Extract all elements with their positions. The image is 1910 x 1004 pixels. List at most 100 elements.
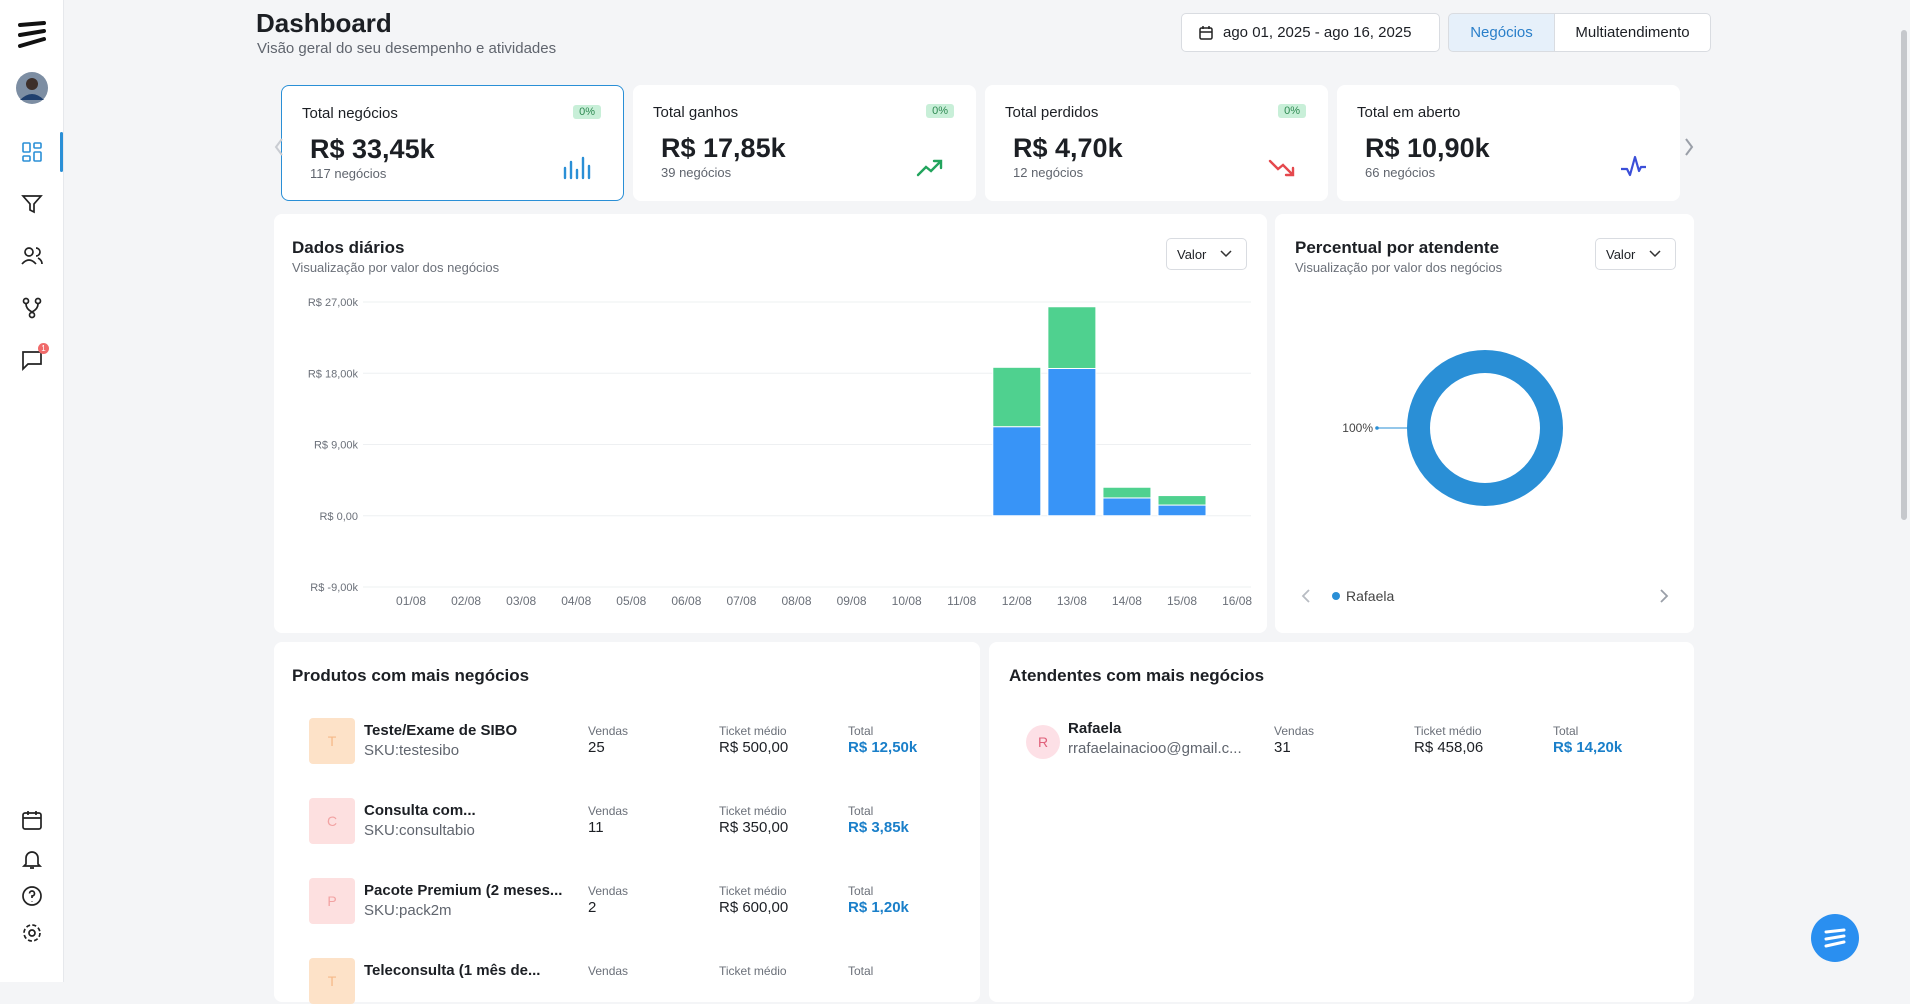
product-icon: T <box>309 718 355 764</box>
bar-segment <box>1157 495 1207 506</box>
ticket-label: Ticket médio <box>719 964 787 978</box>
chevron <box>1220 250 1232 258</box>
kpi-value: R$ 4,70k <box>1013 133 1123 163</box>
kpi-prev[interactable] <box>272 136 286 158</box>
bar-segment <box>1102 486 1152 499</box>
kpi-sub: 12 negócios <box>1013 165 1084 180</box>
sales-value: 11 <box>588 819 604 836</box>
attendants-panel: Atendentes com mais negócios R Rafaela rra… <box>989 642 1694 1002</box>
scrollbar <box>1901 30 1907 520</box>
sales-label: Vendas <box>588 884 629 898</box>
product-name: Pacote Premium (2 meses... <box>364 882 563 899</box>
tab-negocios[interactable]: Negócios <box>1448 13 1555 52</box>
kpi-card[interactable]: Total negócios 0% R$ 33,45k 117 negócios <box>281 85 624 201</box>
value-label: 100% <box>1342 421 1373 435</box>
kpi-label: Total negócios <box>302 105 398 122</box>
kpi-badge: 0% <box>926 104 954 118</box>
x-tick-label: 15/08 <box>1167 594 1197 608</box>
kpi-card[interactable]: Total ganhos 0% R$ 17,85k 39 negócios <box>633 85 976 201</box>
bar-segment <box>992 426 1042 517</box>
legend-prev[interactable] <box>1301 589 1310 603</box>
share-select-value: Valor <box>1606 246 1636 262</box>
daily-select-value: Valor <box>1177 246 1207 262</box>
y-tick-label: R$ 0,00 <box>319 511 358 523</box>
y-tick-label: R$ 9,00k <box>314 440 359 452</box>
y-tick-label: R$ 27,00k <box>308 297 359 309</box>
total-value: R$ 12,50k <box>848 739 918 756</box>
nav-contacts[interactable] <box>20 244 44 268</box>
nav-flows[interactable] <box>20 296 44 320</box>
kpi-sub: 39 negócios <box>661 165 732 180</box>
ticket-value: R$ 350,00 <box>719 819 789 836</box>
date-range-picker[interactable]: ago 01, 2025 - ago 16, 2025 <box>1181 13 1440 52</box>
products-title: Produtos com mais negócios <box>292 666 530 685</box>
nav-funnel[interactable] <box>20 192 44 216</box>
x-tick-label: 10/08 <box>892 594 922 608</box>
y-tick-label: R$ -9,00k <box>310 582 358 594</box>
logo[interactable] <box>16 20 48 50</box>
x-tick-label: 05/08 <box>616 594 646 608</box>
sales-value: 2 <box>588 899 597 916</box>
x-tick-label: 04/08 <box>561 594 591 608</box>
nav-help[interactable] <box>20 884 44 908</box>
x-tick-label: 13/08 <box>1057 594 1087 608</box>
total-label: Total <box>848 884 874 898</box>
product-icon: T <box>309 958 355 1004</box>
legend-next[interactable] <box>1660 589 1669 603</box>
chat-badge: 1 <box>38 343 49 354</box>
ticket-label: Ticket médio <box>1414 724 1482 738</box>
total-label: Total <box>848 964 874 978</box>
sales-label: Vendas <box>588 724 629 738</box>
x-tick-label: 07/08 <box>726 594 756 608</box>
page-title: Dashboard <box>256 8 392 38</box>
share-select[interactable]: Valor <box>1595 238 1676 270</box>
daily-chart: R$ 27,00k R$ 18,00k R$ 9,00k R$ 0,00 R$ -9,0… <box>308 297 1253 608</box>
products-panel: Produtos com mais negócios T Teste/Exame … <box>274 642 980 1004</box>
kpi-badge: 0% <box>573 105 601 119</box>
kpi-value: R$ 33,45k <box>310 134 435 164</box>
product-name: Teste/Exame de SIBO <box>364 722 518 739</box>
calendar-icon <box>1199 25 1213 40</box>
tab-multiatendimento[interactable]: Multiatendimento <box>1554 13 1711 52</box>
active-indicator <box>60 132 63 172</box>
kpi-next[interactable] <box>1682 136 1696 158</box>
y-tick-label: R$ 18,00k <box>308 368 359 380</box>
kpi-card[interactable]: Total perdidos 0% R$ 4,70k 12 negócios <box>985 85 1328 201</box>
bar-segment <box>1157 504 1207 517</box>
kpi-badge: 0% <box>1278 104 1306 118</box>
total-label: Total <box>848 804 874 818</box>
legend-dot <box>1332 592 1340 600</box>
product-name: Teleconsulta (1 mês de... <box>364 962 541 979</box>
kpi-card[interactable]: Total em aberto R$ 10,90k 66 negócios <box>1337 85 1680 201</box>
share-title: Percentual por atendente <box>1295 238 1500 257</box>
floating-chat-button[interactable] <box>1811 914 1859 962</box>
page-subtitle: Visão geral do seu desempenho e atividad… <box>257 40 557 57</box>
total-label: Total <box>848 724 874 738</box>
attendant-email: rrafaelainacioo@gmail.c... <box>1068 740 1242 757</box>
total-label: Total <box>1553 724 1579 738</box>
nav-settings[interactable] <box>20 921 44 945</box>
sales-label: Vendas <box>588 804 629 818</box>
kpi-value: R$ 17,85k <box>661 133 786 163</box>
bar-segment <box>1047 306 1097 369</box>
kpi-sub: 117 negócios <box>310 166 387 181</box>
total-value: R$ 14,20k <box>1553 739 1623 756</box>
nav-dashboard[interactable] <box>20 140 44 164</box>
x-tick-label: 03/08 <box>506 594 536 608</box>
share-panel: Percentual por atendente Visualização po… <box>1275 214 1694 633</box>
bar-segment <box>1047 368 1097 517</box>
sales-value: 31 <box>1274 739 1291 756</box>
nav-chat[interactable] <box>20 348 44 372</box>
x-tick-label: 14/08 <box>1112 594 1142 608</box>
nav-calendar[interactable] <box>20 808 44 832</box>
ticket-label: Ticket médio <box>719 804 787 818</box>
product-icon: P <box>309 878 355 924</box>
x-tick-label: 06/08 <box>671 594 701 608</box>
x-tick-label: 16/08 <box>1222 594 1252 608</box>
total-value: R$ 3,85k <box>848 819 909 836</box>
kpi-icon <box>1621 155 1646 177</box>
daily-select[interactable]: Valor <box>1166 238 1247 270</box>
user-avatar[interactable] <box>15 71 49 105</box>
nav-notifications[interactable] <box>20 847 44 871</box>
